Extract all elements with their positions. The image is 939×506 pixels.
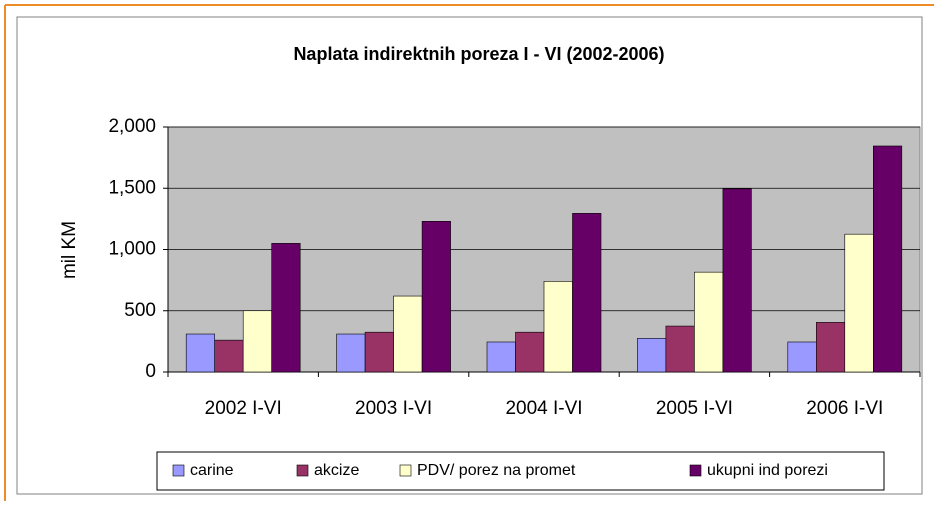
- x-tick-label: 2006 I-VI: [806, 398, 883, 419]
- bar: [572, 213, 602, 373]
- y-tick-label: 1,500: [108, 177, 156, 198]
- bar: [844, 233, 874, 373]
- x-tick-label: 2002 I-VI: [205, 398, 282, 419]
- x-tick-label: 2005 I-VI: [656, 398, 733, 419]
- legend-label: akcize: [314, 462, 359, 479]
- bar: [336, 333, 366, 373]
- x-tick-label: 2004 I-VI: [505, 398, 582, 419]
- bar: [637, 338, 667, 373]
- bar: [694, 271, 724, 373]
- y-tick-label: 1,000: [108, 239, 156, 260]
- legend: [156, 451, 885, 491]
- bar: [872, 145, 903, 373]
- bar: [665, 325, 695, 373]
- bar: [242, 310, 272, 373]
- y-tick-label: 500: [124, 300, 156, 321]
- y-tick-label: 2,000: [108, 116, 156, 137]
- x-tick-label: 2003 I-VI: [355, 398, 432, 419]
- bar: [722, 188, 752, 373]
- bar: [214, 339, 244, 373]
- legend-swatch: [296, 464, 309, 477]
- bar: [486, 341, 516, 373]
- bar: [185, 333, 215, 373]
- bar: [515, 331, 545, 373]
- legend-swatch: [689, 464, 702, 477]
- legend-label: ukupni ind porezi: [707, 462, 828, 479]
- legend-label: PDV/ porez na promet: [417, 462, 576, 479]
- y-tick-label: 0: [145, 361, 156, 382]
- bar: [787, 341, 817, 373]
- bar: [543, 281, 573, 373]
- legend-swatch: [172, 464, 185, 477]
- bar: [393, 295, 423, 373]
- bar: [364, 331, 394, 373]
- legend-label: carine: [190, 462, 234, 479]
- y-axis-label: mil KM: [59, 221, 80, 279]
- legend-swatch: [399, 464, 412, 477]
- chart-title: Naplata indirektnih poreza I - VI (2002-…: [293, 44, 664, 64]
- bar: [271, 243, 301, 373]
- bar: [421, 221, 451, 373]
- bar: [815, 322, 846, 373]
